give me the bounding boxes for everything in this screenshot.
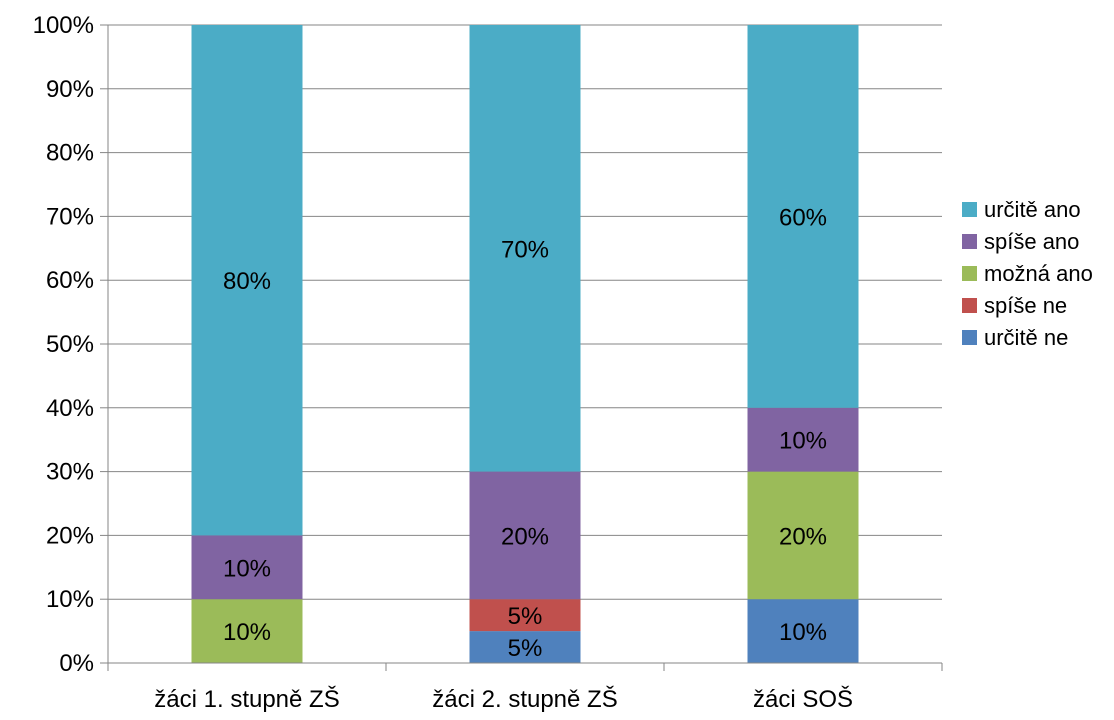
y-tick-label: 40%	[46, 395, 94, 422]
y-tick-label: 100%	[33, 12, 94, 39]
legend-swatch-spise-ano	[962, 234, 977, 249]
bar-segment-urcite-ne	[747, 599, 859, 663]
bars	[191, 25, 859, 663]
data-label: 80%	[223, 268, 271, 295]
legend-label-spise-ano: spíše ano	[984, 229, 1079, 254]
y-tick-label: 10%	[46, 586, 94, 613]
bar-segment-mozna-ano	[747, 471, 859, 600]
bar-segment-urcite-ne	[469, 631, 581, 663]
data-label: 10%	[223, 619, 271, 646]
bar-segment-spise-ano	[469, 471, 581, 600]
y-tick-label: 30%	[46, 459, 94, 486]
legend-label-mozna-ano: možná ano	[984, 261, 1093, 286]
data-label: 10%	[779, 428, 827, 455]
legend-swatch-spise-ne	[962, 298, 977, 313]
data-label: 5%	[508, 635, 543, 662]
x-category-label: žáci 1. stupně ZŠ	[154, 685, 339, 713]
legend-label-urcite-ne: určitě ne	[984, 325, 1068, 350]
legend: určitě ano spíše ano možná ano spíše ne urči…	[962, 197, 1093, 350]
y-tick-label: 20%	[46, 522, 94, 549]
legend-swatch-urcite-ne	[962, 330, 977, 345]
data-label: 70%	[501, 236, 549, 263]
bar-segment-urcite-ano	[191, 25, 303, 536]
bar-segment-urcite-ano	[469, 25, 581, 472]
y-tick-label: 90%	[46, 76, 94, 103]
y-tick-label: 80%	[46, 140, 94, 167]
legend-swatch-urcite-ano	[962, 202, 977, 217]
data-label: 20%	[501, 523, 549, 550]
data-label: 5%	[508, 603, 543, 630]
bar-segment-urcite-ano	[747, 25, 859, 408]
data-labels: 10% 10% 80% 5% 5% 20% 70% 10% 20% 10% 60%	[223, 204, 827, 662]
bar-segment-spise-ano	[191, 535, 303, 600]
bar-segment-spise-ne	[469, 599, 581, 632]
legend-swatch-mozna-ano	[962, 266, 977, 281]
y-tick-label: 70%	[46, 203, 94, 230]
data-label: 10%	[779, 619, 827, 646]
x-category-label: žáci SOŠ	[753, 685, 853, 713]
y-tick-label: 0%	[59, 650, 94, 677]
bar-segment-spise-ano	[747, 407, 859, 472]
legend-label-urcite-ano: určitě ano	[984, 197, 1081, 222]
data-label: 10%	[223, 555, 271, 582]
y-tick-label: 60%	[46, 267, 94, 294]
bar-segment-mozna-ano	[191, 599, 303, 663]
data-label: 60%	[779, 204, 827, 231]
legend-label-spise-ne: spíše ne	[984, 293, 1067, 318]
y-tick-label: 50%	[46, 331, 94, 358]
axes: 0% 10% 20% 30% 40% 50% 60% 70% 80% 90% 100% žáci 1.…	[33, 12, 943, 713]
x-category-label: žáci 2. stupně ZŠ	[432, 685, 617, 713]
data-label: 20%	[779, 523, 827, 550]
